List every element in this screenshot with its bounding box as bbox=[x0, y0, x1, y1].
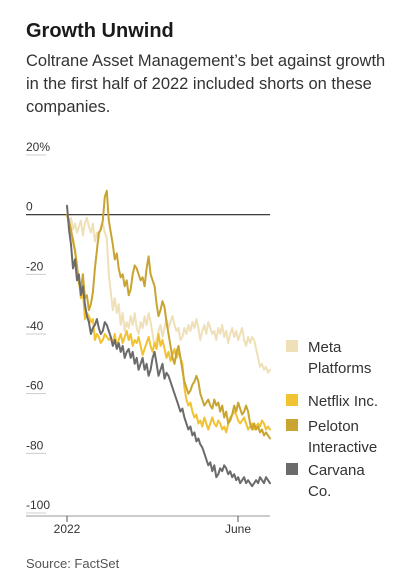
source-note: Source: FactSet bbox=[26, 556, 120, 571]
y-tick-label: -20 bbox=[26, 259, 44, 273]
series-line-netflix-inc bbox=[66, 213, 271, 434]
y-tick-label: -40 bbox=[26, 319, 44, 333]
y-tick-label: 20% bbox=[26, 140, 50, 154]
legend-swatch-meta-platforms bbox=[286, 340, 298, 352]
legend-label-carvana-co: Carvana bbox=[308, 462, 365, 479]
x-tick-label: 2022 bbox=[54, 522, 81, 536]
chart-subtitle: Coltrane Asset Management’s bet against … bbox=[26, 52, 386, 116]
legend-label-netflix-inc: Netflix Inc. bbox=[308, 393, 378, 410]
legend-label-peloton-interactive: Peloton bbox=[308, 418, 359, 435]
y-tick-label: -80 bbox=[26, 438, 44, 452]
legend-label-peloton-interactive: Interactive bbox=[308, 439, 377, 456]
series-line-carvana-co bbox=[66, 204, 271, 488]
legend-swatch-netflix-inc bbox=[286, 394, 298, 406]
y-tick-label: -60 bbox=[26, 379, 44, 393]
legend-swatch-peloton-interactive bbox=[286, 419, 298, 431]
legend-label-carvana-co: Co. bbox=[308, 483, 331, 500]
legend-label-meta-platforms: Meta bbox=[308, 339, 342, 356]
y-tick-label: -100 bbox=[26, 498, 50, 512]
series-line-peloton-interactive bbox=[66, 189, 271, 440]
y-tick-label: 0 bbox=[26, 200, 33, 214]
chart-title: Growth Unwind bbox=[26, 20, 174, 42]
legend-swatch-carvana-co bbox=[286, 463, 298, 475]
x-tick-label: June bbox=[225, 522, 251, 536]
legend-label-meta-platforms: Platforms bbox=[308, 360, 371, 377]
